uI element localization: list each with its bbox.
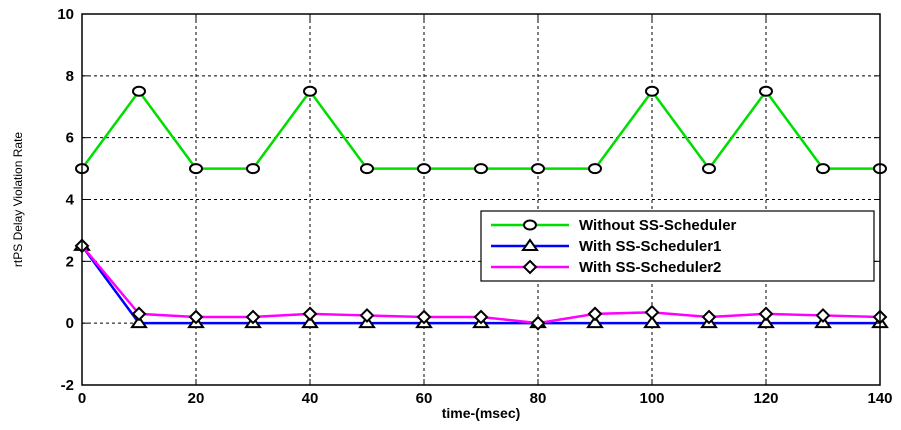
data-point-diamond (530, 315, 546, 331)
data-point-diamond (815, 308, 831, 323)
data-point-diamond (473, 309, 489, 325)
data-point-circle (132, 85, 146, 97)
data-point-diamond (701, 309, 717, 325)
y-tick-label: 0 (66, 315, 74, 332)
legend-marker-circle (523, 219, 537, 231)
x-tick-label: 80 (530, 390, 547, 407)
series-3 (74, 238, 888, 331)
data-point-circle (816, 163, 830, 175)
y-tick-label: 10 (57, 6, 74, 23)
y-tick-label: 2 (66, 253, 74, 270)
data-point-diamond (758, 306, 774, 322)
data-point-triangle (130, 315, 148, 329)
y-tick-label: -2 (61, 377, 74, 394)
data-point-triangle (301, 315, 319, 329)
data-point-circle (303, 85, 317, 97)
data-point-diamond (245, 309, 261, 325)
data-point-circle (702, 163, 716, 175)
x-tick-label: 140 (867, 390, 892, 407)
data-point-diamond (188, 309, 204, 325)
legend-item: With SS-Scheduler1 (491, 238, 721, 255)
data-point-triangle (643, 315, 661, 329)
legend-marker-diamond (522, 259, 538, 275)
x-tick-label: 40 (302, 390, 319, 407)
legend-label: With SS-Scheduler2 (579, 259, 721, 276)
data-point-circle (360, 163, 374, 175)
x-axis-label: time-(msec) (442, 405, 521, 421)
data-point-triangle (757, 315, 775, 329)
x-tick-label: 120 (753, 390, 778, 407)
y-tick-label: 6 (66, 130, 74, 147)
data-point-diamond (587, 306, 603, 322)
y-tick-label: 8 (66, 68, 74, 85)
data-point-diamond (131, 306, 147, 322)
data-point-diamond (359, 308, 375, 323)
legend-label: Without SS-Scheduler (579, 217, 737, 234)
series-line (80, 89, 880, 171)
grid-lines (82, 14, 880, 385)
legend-item: With SS-Scheduler2 (491, 259, 721, 276)
data-point-circle (246, 163, 260, 175)
data-point-circle (189, 163, 203, 175)
data-point-circle (588, 163, 602, 175)
data-point-circle (531, 163, 545, 175)
data-point-diamond (302, 306, 318, 322)
data-point-circle (645, 85, 659, 97)
legend-marker-triangle (521, 238, 539, 251)
data-point-circle (759, 85, 773, 97)
legend-label: With SS-Scheduler1 (579, 238, 721, 255)
x-tick-label: 20 (188, 390, 205, 407)
legend: Without SS-Scheduler With SS-Scheduler1 Wi… (480, 210, 875, 282)
x-tick-label: 0 (78, 390, 86, 407)
data-point-diamond (644, 304, 660, 320)
y-axis-label: rtPS Delay Violation Rate (11, 132, 25, 268)
data-point-diamond (416, 309, 432, 325)
x-tick-label: 100 (639, 390, 664, 407)
y-tick-label: 4 (66, 192, 75, 209)
series-layer (73, 85, 889, 331)
data-point-triangle (586, 315, 604, 329)
x-tick-label: 60 (416, 390, 433, 407)
legend-item: Without SS-Scheduler (491, 217, 737, 234)
series-1 (75, 85, 887, 175)
data-point-circle (474, 163, 488, 175)
data-point-circle (417, 163, 431, 175)
